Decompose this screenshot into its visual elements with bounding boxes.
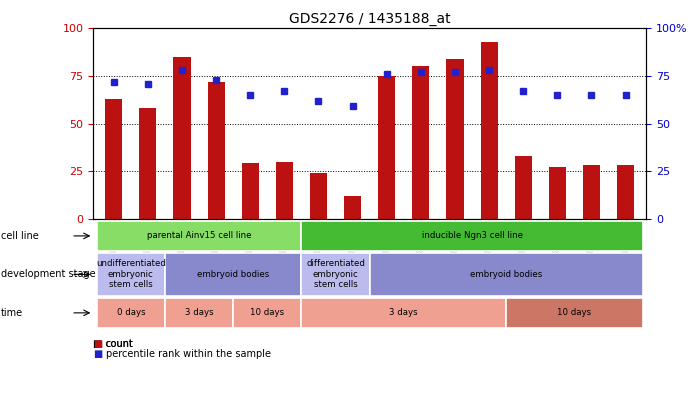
Text: differentiated
embryonic
stem cells: differentiated embryonic stem cells <box>306 260 365 289</box>
Bar <box>583 165 600 219</box>
Text: ■: ■ <box>93 339 102 349</box>
Text: percentile rank within the sample: percentile rank within the sample <box>106 350 271 359</box>
Bar <box>301 298 507 328</box>
Bar <box>344 196 361 219</box>
Text: undifferentiated
embryonic
stem cells: undifferentiated embryonic stem cells <box>96 260 166 289</box>
Bar <box>413 66 429 219</box>
Bar <box>97 253 165 296</box>
Bar <box>97 298 165 328</box>
Text: count: count <box>106 339 133 349</box>
Bar <box>165 298 233 328</box>
Text: embryoid bodies: embryoid bodies <box>197 270 269 279</box>
Bar <box>515 156 532 219</box>
Bar <box>370 253 643 296</box>
Text: 0 days: 0 days <box>117 308 145 318</box>
Bar <box>617 165 634 219</box>
Bar <box>105 99 122 219</box>
Text: parental Ainv15 cell line: parental Ainv15 cell line <box>146 231 252 241</box>
Text: inducible Ngn3 cell line: inducible Ngn3 cell line <box>422 231 522 241</box>
Bar <box>480 42 498 219</box>
Text: embryoid bodies: embryoid bodies <box>470 270 542 279</box>
Title: GDS2276 / 1435188_at: GDS2276 / 1435188_at <box>289 12 451 26</box>
Text: 10 days: 10 days <box>558 308 591 318</box>
Bar <box>242 164 259 219</box>
Text: 3 days: 3 days <box>390 308 418 318</box>
Text: ■ count: ■ count <box>93 339 133 349</box>
Bar <box>378 76 395 219</box>
Bar <box>276 162 293 219</box>
Text: ■: ■ <box>93 350 102 359</box>
Text: development stage: development stage <box>1 269 95 279</box>
Bar <box>301 221 643 251</box>
Bar <box>446 59 464 219</box>
Bar <box>549 167 566 219</box>
Bar <box>97 221 301 251</box>
Bar <box>207 82 225 219</box>
Bar <box>233 298 301 328</box>
Bar <box>301 253 370 296</box>
Text: cell line: cell line <box>1 231 39 241</box>
Text: 10 days: 10 days <box>250 308 285 318</box>
Bar <box>165 253 301 296</box>
Bar <box>173 57 191 219</box>
Text: 3 days: 3 days <box>184 308 214 318</box>
Bar <box>140 108 156 219</box>
Bar <box>507 298 643 328</box>
Bar <box>310 173 327 219</box>
Text: time: time <box>1 308 23 318</box>
